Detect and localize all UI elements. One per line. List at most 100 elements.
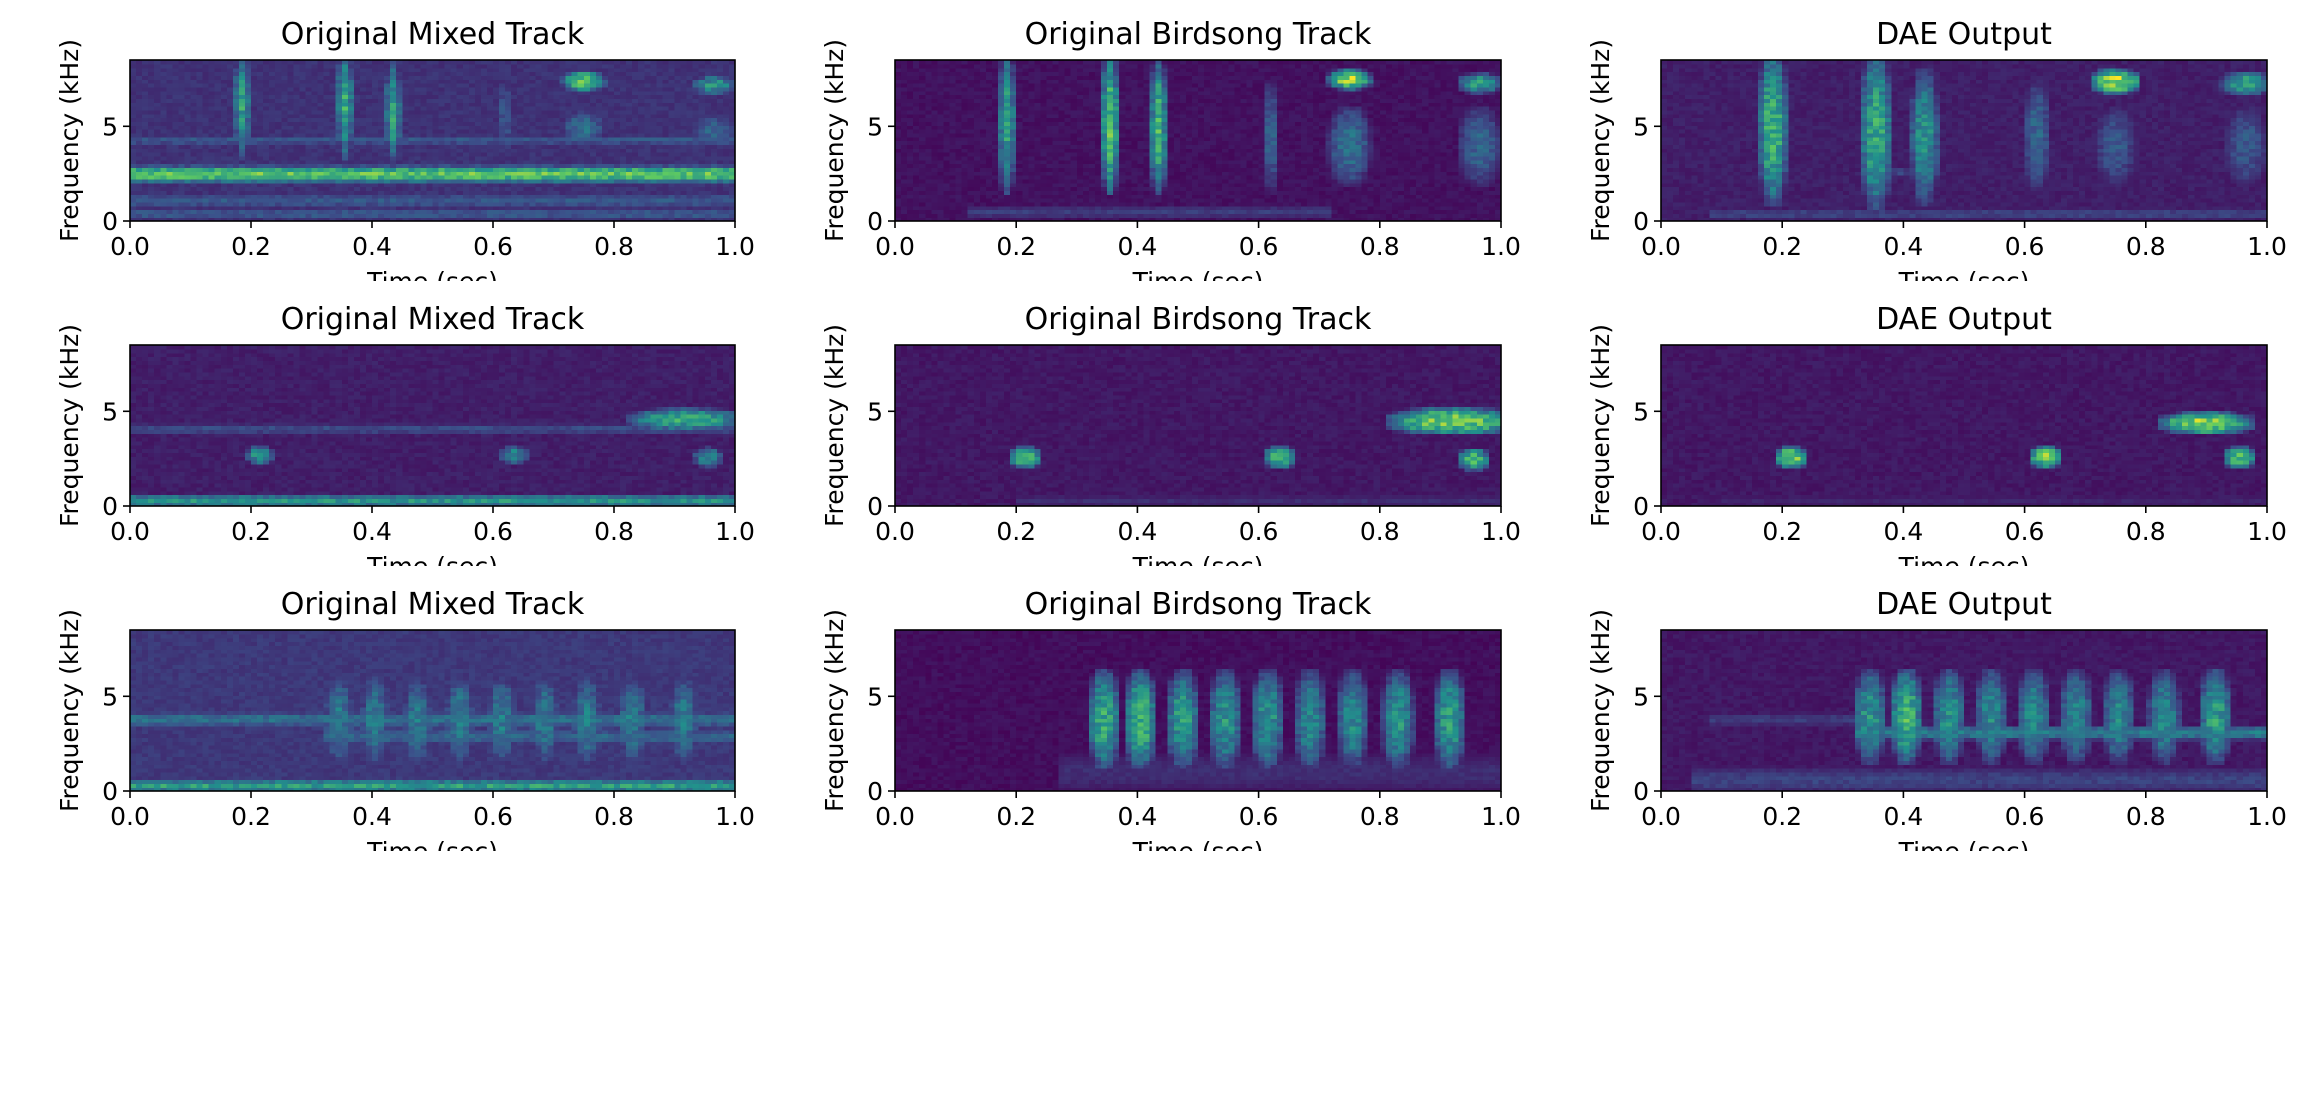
x-tick-label: 0.0 (1641, 232, 1681, 261)
x-tick-label: 0.0 (110, 802, 150, 831)
x-tick-label: 0.2 (231, 232, 271, 261)
y-tick-label: 5 (1633, 112, 1649, 141)
spectrogram-panel-1: 0.0 0.2 0.4 0.6 0.8 1.0 0 5 Original Mixed Track… (55, 17, 755, 296)
x-tick-label: 0.2 (1762, 517, 1802, 546)
y-tick-label: 5 (1633, 682, 1649, 711)
plot-frame (1660, 59, 2268, 222)
x-tick-label: 0.6 (2005, 232, 2045, 261)
x-tick-label: 0.4 (352, 517, 392, 546)
heatmap-cells (1661, 60, 2268, 222)
x-tick-label: 1.0 (1481, 517, 1521, 546)
x-tick-label: 0.4 (352, 232, 392, 261)
y-tick-label: 0 (867, 207, 883, 236)
x-tick-label: 0.4 (352, 802, 392, 831)
x-tick-label: 0.4 (1884, 802, 1924, 831)
y-axis-label: Frequency (kHz) (820, 39, 849, 242)
x-axis-label: Time (sec) (1132, 552, 1264, 566)
spectrogram-panel-8: 0.0 0.2 0.4 0.6 0.8 1.0 0 5 Original Birdsong Tr… (820, 587, 1521, 866)
x-tick-label: 0.0 (875, 517, 915, 546)
x-tick-label: 0.0 (110, 232, 150, 261)
y-axis-label: Frequency (kHz) (1586, 39, 1615, 242)
x-tick-label: 0.6 (2005, 517, 2045, 546)
panel-title: DAE Output (1876, 587, 2052, 622)
plot-frame (129, 629, 736, 792)
y-tick-label: 0 (102, 777, 118, 806)
heatmap-cells (895, 345, 1502, 507)
x-tick-label: 1.0 (715, 517, 755, 546)
x-axis-label: Time (sec) (1132, 837, 1264, 851)
y-tick-label: 0 (1633, 777, 1649, 806)
x-tick-label: 0.6 (2005, 802, 2045, 831)
y-tick-label: 0 (867, 492, 883, 521)
plot-frame (129, 344, 736, 507)
x-tick-label: 1.0 (1481, 802, 1521, 831)
x-tick-label: 0.6 (1239, 802, 1279, 831)
x-tick-label: 0.0 (875, 232, 915, 261)
panel-title: DAE Output (1876, 302, 2052, 337)
panel-title: DAE Output (1876, 17, 2052, 52)
x-tick-label: 0.6 (1239, 232, 1279, 261)
y-tick-label: 5 (867, 397, 883, 426)
x-axis-label: Time (sec) (1898, 267, 2030, 281)
x-tick-label: 0.2 (996, 802, 1036, 831)
y-tick-label: 5 (867, 112, 883, 141)
x-tick-label: 0.2 (231, 517, 271, 546)
x-tick-label: 0.2 (996, 232, 1036, 261)
plot-frame (894, 344, 1502, 507)
y-axis-label: Frequency (kHz) (55, 609, 84, 812)
x-tick-label: 0.0 (1641, 802, 1681, 831)
x-tick-label: 0.8 (1360, 517, 1400, 546)
x-tick-label: 0.8 (594, 232, 634, 261)
y-axis-label: Frequency (kHz) (1586, 324, 1615, 527)
x-axis-label: Time (sec) (366, 837, 498, 851)
y-tick-label: 0 (102, 207, 118, 236)
x-tick-label: 0.6 (473, 232, 513, 261)
panel-title: Original Birdsong Track (1025, 302, 1372, 337)
x-axis-label: Time (sec) (1132, 267, 1264, 281)
x-tick-label: 0.2 (996, 517, 1036, 546)
y-tick-label: 5 (1633, 397, 1649, 426)
panel-title: Original Birdsong Track (1025, 587, 1372, 622)
x-axis-label: Time (sec) (366, 267, 498, 281)
x-tick-label: 0.6 (1239, 517, 1279, 546)
x-tick-label: 0.2 (1762, 802, 1802, 831)
x-tick-label: 1.0 (2247, 517, 2287, 546)
x-tick-label: 0.8 (594, 517, 634, 546)
x-tick-label: 0.2 (1762, 232, 1802, 261)
heatmap-cells (895, 630, 1502, 792)
x-tick-label: 1.0 (1481, 232, 1521, 261)
x-tick-label: 0.8 (2126, 517, 2166, 546)
x-tick-label: 0.6 (473, 802, 513, 831)
y-tick-label: 0 (867, 777, 883, 806)
x-tick-label: 1.0 (2247, 802, 2287, 831)
plot-frame (894, 59, 1502, 222)
x-tick-label: 0.4 (1884, 232, 1924, 261)
y-tick-label: 0 (1633, 492, 1649, 521)
plot-frame (894, 629, 1502, 792)
panel-title: Original Mixed Track (281, 587, 585, 622)
panel-title: Original Mixed Track (281, 302, 585, 337)
y-axis-label: Frequency (kHz) (1586, 609, 1615, 812)
heatmap-cells (130, 630, 736, 792)
plot-frame (1660, 344, 2268, 507)
x-tick-label: 0.4 (1118, 517, 1158, 546)
x-tick-label: 0.8 (594, 802, 634, 831)
spectrogram-panel-9: 0.0 0.2 0.4 0.6 0.8 1.0 0 5 DAE Output Time (sec)… (1586, 587, 2287, 866)
y-tick-label: 5 (102, 112, 118, 141)
x-tick-label: 0.0 (1641, 517, 1681, 546)
y-axis-label: Frequency (kHz) (55, 39, 84, 242)
x-tick-label: 0.8 (2126, 232, 2166, 261)
y-tick-label: 5 (867, 682, 883, 711)
x-tick-label: 0.2 (231, 802, 271, 831)
x-axis-label: Time (sec) (1898, 552, 2030, 566)
heatmap-cells (1661, 345, 2268, 507)
plot-frame (1660, 629, 2268, 792)
panel-title: Original Mixed Track (281, 17, 585, 52)
y-tick-label: 0 (1633, 207, 1649, 236)
x-tick-label: 0.4 (1118, 802, 1158, 831)
x-tick-label: 0.4 (1118, 232, 1158, 261)
y-axis-label: Frequency (kHz) (820, 324, 849, 527)
x-tick-label: 0.0 (110, 517, 150, 546)
spectrogram-panel-6: 0.0 0.2 0.4 0.6 0.8 1.0 0 5 DAE Output Time (sec)… (1586, 302, 2287, 581)
